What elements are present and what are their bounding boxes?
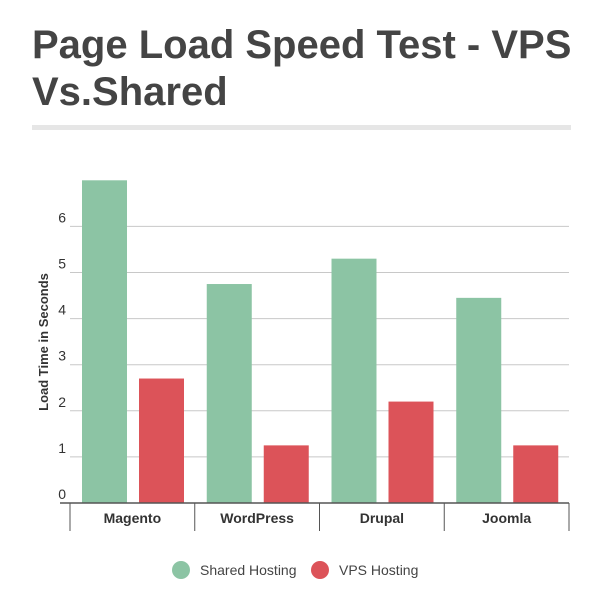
category-label: Drupal (360, 510, 404, 526)
legend-swatch (311, 561, 329, 579)
legend-label: VPS Hosting (339, 562, 418, 578)
bar-drupal-vps-hosting (388, 401, 434, 503)
x-axis (60, 502, 570, 531)
bar-joomla-shared-hosting (456, 297, 502, 503)
bars (82, 180, 559, 504)
category-label: WordPress (220, 510, 294, 526)
bar-joomla-vps-hosting (513, 445, 559, 503)
y-tick-label: 4 (58, 302, 66, 318)
x-axis-categories: Magento WordPress Drupal Joomla (104, 510, 532, 526)
bar-wordpress-shared-hosting (206, 284, 252, 503)
y-axis-ticks: 0 1 2 3 4 5 6 (58, 209, 66, 502)
legend-label: Shared Hosting (200, 562, 297, 578)
title-divider (32, 125, 571, 130)
y-tick-label: 6 (58, 209, 66, 225)
bar-wordpress-vps-hosting (263, 445, 309, 503)
bar-magento-vps-hosting (139, 378, 184, 503)
bar-drupal-shared-hosting (331, 258, 377, 503)
y-axis-title: Load Time in Seconds (36, 273, 51, 411)
category-label: Joomla (482, 510, 531, 526)
bar-magento-shared-hosting (82, 180, 127, 504)
y-tick-label: 3 (58, 348, 66, 364)
y-tick-label: 2 (58, 394, 66, 410)
y-tick-label: 5 (58, 256, 66, 272)
y-tick-label: 1 (58, 440, 66, 456)
legend-swatch (172, 561, 190, 579)
legend: Shared Hosting VPS Hosting (172, 561, 418, 579)
chart-title: Page Load Speed Test - VPS Vs.Shared (32, 23, 572, 114)
y-tick-label: 0 (58, 486, 66, 502)
category-label: Magento (104, 510, 162, 526)
